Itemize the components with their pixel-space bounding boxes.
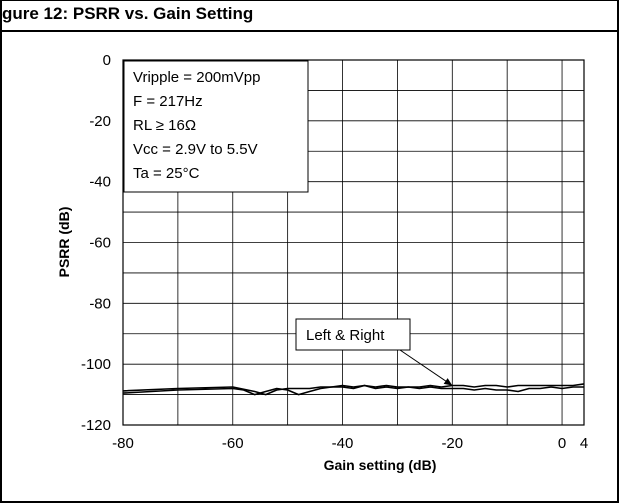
series-line-2 — [122, 384, 584, 396]
condition-vcc: Vcc = 2.9V to 5.5V — [133, 141, 258, 158]
figure-title: gure 12: PSRR vs. Gain Setting — [2, 4, 253, 23]
y-tick-label: -80 — [89, 295, 111, 312]
y-tick-label: -20 — [89, 113, 111, 130]
y-tick-label: -60 — [89, 235, 111, 252]
x-tick-label: -20 — [441, 435, 463, 452]
x-tick-label: -80 — [112, 435, 134, 452]
series-annotation-arrowhead — [443, 378, 453, 386]
y-tick-label: -100 — [81, 356, 111, 373]
conditions-box — [123, 60, 309, 193]
series-annotation-label: Left & Right — [306, 327, 385, 344]
y-tick-label: 0 — [103, 52, 111, 69]
condition-ripple: Vripple = 200mVpp — [133, 69, 260, 86]
condition-load: RL ≥ 16Ω — [133, 117, 196, 134]
tick-labels: -80 -60 -40 -20 0 40-20-40-60-80-100-120 — [81, 52, 588, 452]
x-tick-label: -40 — [332, 435, 354, 452]
y-tick-label: -120 — [81, 417, 111, 434]
x-axis-label: Gain setting (dB) — [324, 457, 437, 473]
series-annotation-arrow — [399, 349, 453, 386]
series-annotation-box — [295, 318, 411, 351]
x-tick-label: 4 — [580, 435, 588, 452]
condition-frequency: F = 217Hz — [133, 93, 203, 110]
condition-temperature: Ta = 25°C — [133, 165, 200, 182]
x-tick-label: -60 — [222, 435, 244, 452]
y-tick-label: -40 — [89, 174, 111, 191]
y-axis-label: PSRR (dB) — [56, 207, 72, 278]
x-tick-label: 0 — [558, 435, 566, 452]
series-layer — [122, 383, 585, 396]
